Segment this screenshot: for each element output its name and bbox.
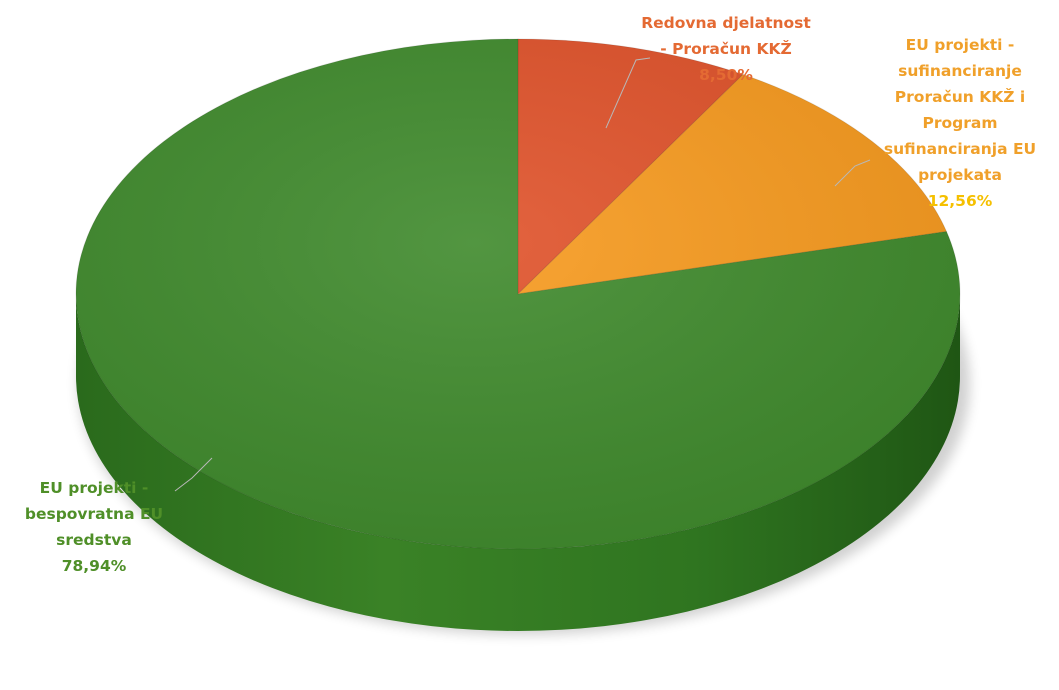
slice-label-line: Redovna djelatnost [641, 14, 811, 32]
slice-label-line: sufinanciranja EU [884, 140, 1036, 158]
leader-line-1 [605, 57, 651, 129]
slice-label-1: Redovna djelatnost - Proračun KKŽ 8,50% [641, 14, 811, 84]
slice-label-line: projekata [918, 166, 1002, 184]
slice-label-line: sufinanciranje [898, 62, 1022, 80]
slice-label-line: - Proračun KKŽ [660, 39, 792, 58]
leader-line-2 [834, 159, 871, 187]
slice-label-line: Program [922, 114, 997, 132]
slice-label-line: EU projekti - [40, 479, 149, 497]
slice-label-3: EU projekti - bespovratna EU sredstva 78,94… [25, 479, 163, 575]
slice-label-line: sredstva [56, 531, 132, 549]
leader-line-3 [174, 457, 213, 492]
slice-value-label: 78,94% [62, 557, 127, 575]
slice-label-2: EU projekti - sufinanciranje Proračun KKŽ … [884, 36, 1036, 210]
slice-label-line: Proračun KKŽ i [895, 87, 1025, 106]
slice-label-line: EU projekti - [906, 36, 1015, 54]
slice-label-line: bespovratna EU [25, 505, 163, 523]
slice-value-label: 12,56% [928, 192, 993, 210]
slice-value-label: 8,50% [699, 66, 753, 84]
